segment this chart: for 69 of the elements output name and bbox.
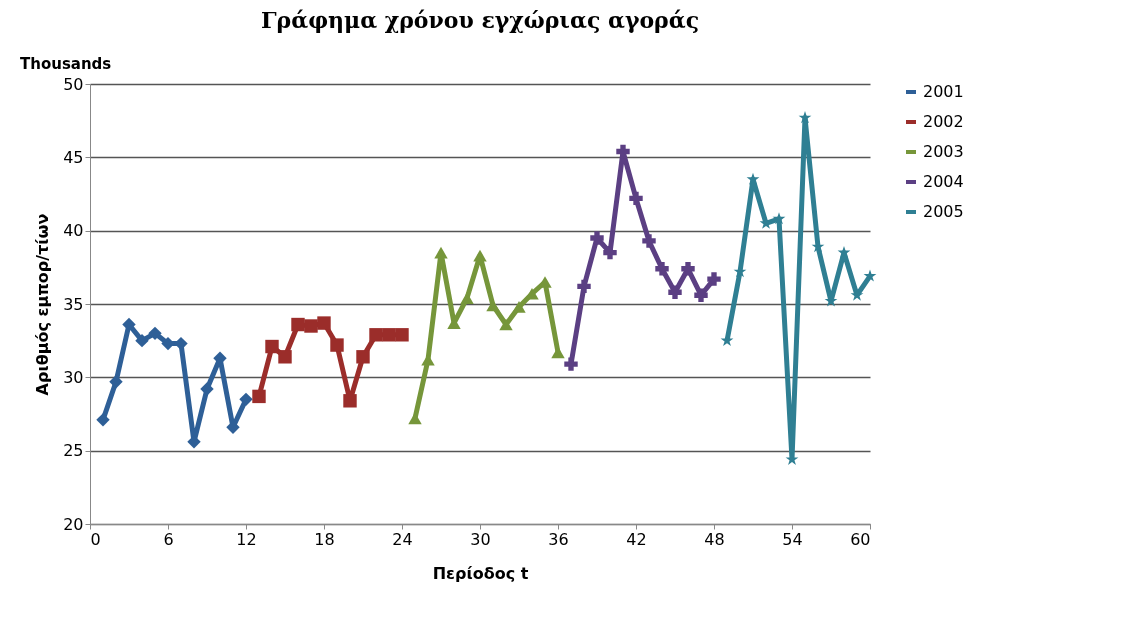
x-tick-label: 30	[470, 529, 491, 549]
point	[655, 262, 669, 276]
point	[96, 413, 110, 427]
legend-label: 2002	[923, 112, 964, 131]
point	[382, 328, 396, 342]
y-tick-label: 40	[63, 221, 84, 241]
point	[278, 350, 292, 364]
point	[694, 288, 708, 302]
y-axis-title: Αριθμός εμπορ/τίων	[33, 213, 53, 396]
x-tick-label: 48	[704, 529, 725, 549]
point	[265, 339, 279, 354]
point	[473, 249, 487, 262]
point	[499, 318, 513, 331]
point	[135, 333, 149, 348]
chart-title: Γράφημα χρόνου εγχώριας αγοράς	[260, 7, 700, 33]
x-tick-label: 0	[90, 529, 101, 549]
point	[174, 336, 188, 351]
point	[330, 338, 344, 352]
point	[395, 328, 409, 342]
point	[707, 272, 721, 286]
text: Thousands	[20, 55, 112, 73]
y-tick-label: 25	[63, 441, 84, 461]
point	[590, 231, 604, 245]
x-axis-title: Περίοδος t	[432, 563, 529, 583]
point	[304, 319, 318, 333]
legend-label: 2004	[923, 172, 964, 191]
point	[252, 389, 266, 404]
point	[291, 317, 305, 332]
point	[772, 212, 786, 225]
point	[746, 172, 760, 185]
point	[239, 392, 253, 407]
y-tick-label: 50	[63, 74, 84, 94]
point	[577, 279, 591, 294]
x-tick-label: 36	[548, 529, 569, 549]
point	[343, 394, 357, 408]
point	[863, 269, 877, 282]
legend-label: 2001	[923, 82, 964, 101]
point	[356, 350, 370, 364]
y-tick-label: 20	[63, 514, 84, 534]
point	[460, 292, 474, 304]
point	[850, 288, 864, 301]
x-tick-label: 18	[314, 529, 335, 549]
x-tick-label: 6	[163, 529, 174, 549]
point	[551, 346, 565, 359]
legend-label: 2003	[923, 142, 964, 161]
point	[109, 375, 123, 389]
point	[512, 301, 526, 313]
point	[486, 299, 500, 312]
x-tick-label: 60	[850, 529, 871, 549]
point	[148, 326, 162, 341]
x-tick-label: 12	[236, 529, 257, 549]
x-tick-label: 54	[782, 529, 803, 549]
point	[603, 245, 617, 260]
point	[564, 357, 578, 371]
point	[369, 328, 383, 342]
y-tick-label: 45	[63, 147, 84, 167]
x-tick-label: 24	[392, 529, 413, 549]
legend-label: 2005	[923, 202, 964, 221]
point	[629, 191, 643, 206]
y-tick-label: 30	[63, 367, 84, 387]
point	[200, 382, 214, 396]
y-tick-label: 35	[63, 294, 84, 314]
point	[668, 285, 682, 299]
point	[317, 316, 331, 330]
x-tick-label: 42	[626, 529, 647, 549]
point	[642, 234, 656, 248]
point	[408, 412, 422, 425]
point	[434, 246, 448, 259]
point	[681, 262, 695, 276]
